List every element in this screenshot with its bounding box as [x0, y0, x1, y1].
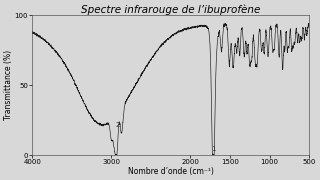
Text: 1: 1	[211, 146, 216, 152]
X-axis label: Nombre d’onde (cm⁻¹): Nombre d’onde (cm⁻¹)	[128, 167, 214, 176]
Title: Spectre infrarouge de l’ibuprofène: Spectre infrarouge de l’ibuprofène	[81, 4, 260, 15]
Text: 2: 2	[116, 122, 120, 128]
Y-axis label: Transmittance (%): Transmittance (%)	[4, 50, 13, 120]
